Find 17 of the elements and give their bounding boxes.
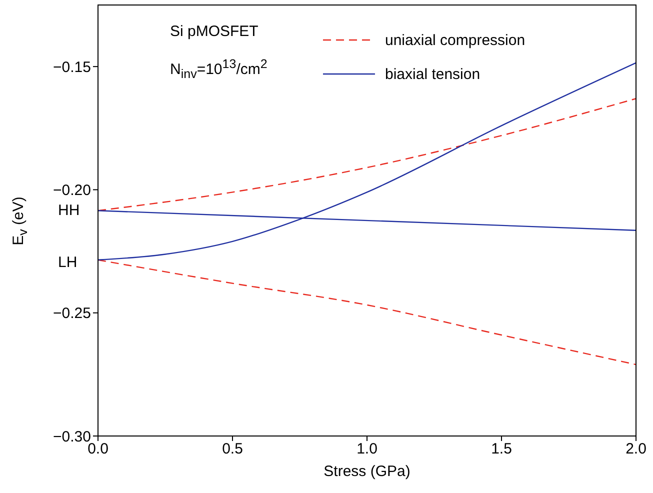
line-series (98, 98, 636, 212)
legend-label: biaxial tension (385, 66, 480, 82)
x-tick-label: 0.5 (222, 440, 243, 458)
line-series (98, 259, 636, 366)
x-axis-title: Stress (GPa) (324, 463, 410, 480)
annotation: Si pMOSFET (170, 23, 258, 40)
x-tick-label: 2.0 (626, 440, 646, 458)
y-tick-label: −0.15 (53, 58, 91, 76)
annotation: N$_{inv}$=10$^{13}$/cm$^{2}$ (170, 57, 268, 81)
legend-label: uniaxial compression (385, 32, 526, 48)
x-tick-label: 0.0 (88, 440, 108, 458)
y-tick-label: −0.20 (53, 182, 91, 200)
x-tick-label: 1.0 (356, 440, 378, 458)
x-tick-label: 1.5 (491, 440, 512, 458)
annotation: LH (58, 254, 78, 271)
annotation: HH (58, 202, 80, 219)
y-tick-label: −0.25 (53, 305, 91, 322)
